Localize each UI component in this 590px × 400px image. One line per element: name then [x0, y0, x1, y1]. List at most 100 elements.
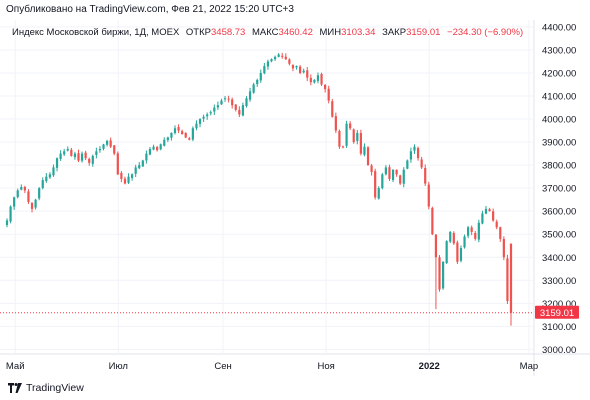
candle-body	[359, 133, 362, 154]
candle-body	[295, 66, 298, 68]
legend-low-label: МИН	[319, 27, 342, 38]
candle-body	[384, 167, 388, 175]
candle-body	[156, 147, 159, 151]
y-tick-label: 4400.00	[542, 22, 576, 33]
x-tick-label: Мар	[520, 361, 539, 372]
candle-body	[23, 187, 26, 191]
candle-body	[324, 84, 327, 90]
candle-body	[441, 261, 445, 289]
y-tick-label: 3200.00	[542, 299, 576, 310]
y-tick-label: 3300.00	[542, 276, 576, 287]
candle-body	[252, 84, 255, 93]
x-tick-label: Ноя	[317, 361, 334, 372]
candle-body	[191, 128, 194, 140]
candle-body	[188, 138, 191, 140]
candle-body	[284, 56, 287, 60]
candle-body	[281, 55, 284, 57]
candle-body	[84, 152, 87, 159]
candle-body	[245, 98, 248, 107]
candle-body	[16, 190, 19, 198]
candle-body	[506, 258, 509, 302]
legend-close-label: ЗАКР	[382, 27, 407, 38]
last-price-label: 3159.01	[540, 308, 574, 319]
candle-body	[352, 129, 355, 143]
candle-body	[38, 188, 41, 199]
candle-body	[338, 131, 341, 147]
candle-body	[148, 148, 152, 155]
tradingview-brand-label: TradingView	[26, 382, 84, 394]
candle-body	[288, 59, 291, 64]
legend-open-value: 3458.73	[211, 27, 246, 38]
x-tick-label: Май	[6, 361, 25, 372]
candle-body	[399, 175, 402, 184]
candle-body	[377, 188, 380, 199]
candle-body	[9, 206, 12, 222]
candle-body	[30, 202, 34, 209]
candle-body	[77, 153, 80, 161]
candle-body	[331, 101, 334, 117]
candle-body	[48, 174, 52, 178]
candle-body	[20, 187, 23, 190]
y-tick-label: 4300.00	[542, 45, 576, 56]
candle-body	[345, 123, 348, 146]
candle-body	[370, 165, 373, 173]
candle-body	[356, 132, 359, 141]
candle-body	[273, 56, 277, 60]
y-tick-label: 3000.00	[542, 345, 576, 356]
candle-body	[34, 199, 37, 208]
candle-body	[80, 153, 84, 161]
candle-body	[55, 158, 59, 168]
candle-body	[502, 239, 505, 258]
candle-body	[116, 153, 119, 175]
candle-body	[466, 227, 470, 236]
candle-body	[63, 151, 66, 155]
candle-body	[298, 66, 302, 73]
candle-body	[227, 98, 230, 100]
candle-body	[248, 91, 252, 100]
legend-high-label: МАКС	[251, 27, 279, 38]
candle-body	[427, 184, 430, 207]
y-tick-label: 4200.00	[542, 68, 576, 79]
candle-body	[313, 79, 316, 83]
candle-body	[138, 165, 141, 169]
candle-body	[113, 145, 116, 154]
candle-body	[159, 144, 162, 150]
chart-area[interactable]: 4400.00 4300.00 4200.00 4100.00 4000.00 3900.…	[0, 20, 590, 376]
candle-body	[492, 211, 495, 221]
y-tick-label: 3100.00	[542, 322, 576, 333]
candle-body	[270, 59, 273, 62]
candle-body	[474, 233, 477, 239]
candle-body	[195, 123, 198, 129]
candle-body	[363, 146, 366, 155]
tradingview-branding[interactable]: TradingView	[8, 381, 84, 395]
candle-body	[134, 167, 137, 174]
candle-body	[416, 148, 420, 159]
candle-body	[456, 242, 459, 262]
candle-body	[202, 116, 205, 119]
y-tick-label: 4000.00	[542, 115, 576, 126]
candle-body	[109, 140, 112, 147]
x-tick-label: Июл	[109, 361, 128, 372]
candle-body	[259, 72, 262, 81]
legend-open-label: ОТКР	[185, 27, 211, 38]
candle-body	[163, 139, 166, 146]
candle-body	[238, 109, 241, 115]
candlestick-chart[interactable]: 4400.00 4300.00 4200.00 4100.00 4000.00 3900.…	[0, 20, 590, 376]
candle-body	[66, 148, 69, 151]
candle-body	[409, 151, 413, 160]
candle-body	[123, 178, 127, 184]
candle-body	[120, 172, 123, 179]
candle-body	[388, 167, 391, 179]
candle-body	[263, 66, 266, 74]
candle-body	[395, 169, 398, 175]
candle-body	[402, 169, 405, 184]
symbol-legend: Индекс Московской биржи, 1Д, MOEX ОТКР34…	[12, 27, 523, 38]
candle-body	[327, 88, 330, 101]
candle-body	[166, 137, 169, 141]
candle-body	[13, 197, 16, 207]
candle-body	[463, 236, 466, 248]
y-tick-label: 3800.00	[542, 161, 576, 172]
candle-body	[59, 153, 62, 159]
legend-change: −234.30 (−6.90%)	[447, 27, 524, 38]
candle-body	[130, 174, 134, 178]
